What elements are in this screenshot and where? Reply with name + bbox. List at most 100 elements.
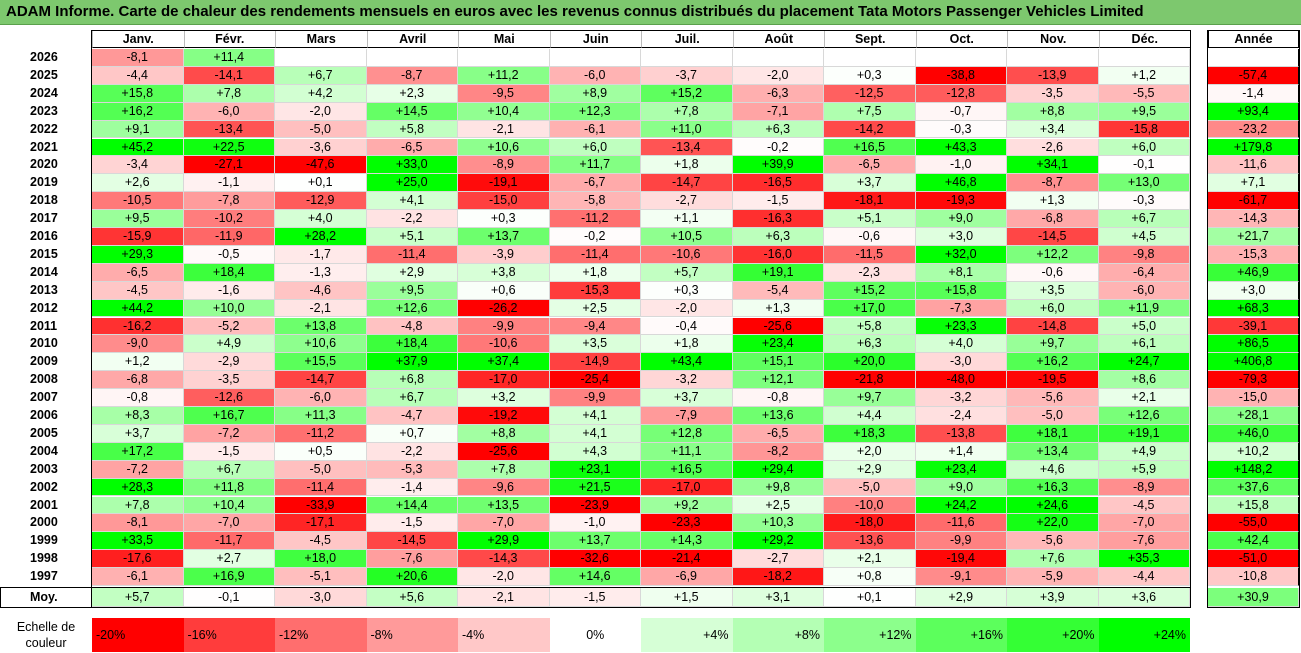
heatmap-cell: +1,8 bbox=[641, 156, 733, 175]
heatmap-cell: +6,7 bbox=[1098, 210, 1190, 228]
heatmap-cell: +3,7 bbox=[92, 424, 184, 443]
average-cell: +3,6 bbox=[1098, 588, 1190, 607]
heatmap-cell: -9,1 bbox=[915, 568, 1007, 586]
chart-title: ADAM Informe. Carte de chaleur des rende… bbox=[6, 3, 1144, 20]
heatmap-cell: +0,7 bbox=[366, 424, 458, 443]
heatmap-cell: -12,5 bbox=[824, 84, 916, 103]
heatmap-cell: +16,2 bbox=[1007, 353, 1099, 372]
annual-column-header: Année bbox=[1208, 30, 1299, 48]
row-year-label: 2003 bbox=[0, 460, 92, 479]
heatmap-cell: -12,9 bbox=[275, 192, 367, 211]
heatmap-cell: +3,5 bbox=[1007, 281, 1099, 300]
heatmap-cell: -4,7 bbox=[366, 407, 458, 425]
heatmap-cell: +9,5 bbox=[1098, 102, 1190, 121]
heatmap-cell: +5,8 bbox=[366, 120, 458, 139]
legend-swatch: 0% bbox=[549, 618, 641, 652]
heatmap-cell: +4,3 bbox=[549, 442, 641, 461]
heatmap-cell: -7,2 bbox=[92, 460, 184, 479]
column-header-4: Mai bbox=[458, 30, 550, 48]
heatmap-cell: +3,7 bbox=[641, 389, 733, 407]
heatmap-cell: -11,5 bbox=[824, 245, 916, 264]
heatmap-cell: +2,6 bbox=[92, 174, 184, 193]
heatmap-cell: -4,8 bbox=[366, 317, 458, 336]
heatmap-cell: +19,1 bbox=[1098, 424, 1190, 443]
heatmap-cell: +2,5 bbox=[549, 299, 641, 318]
annual-cell: +93,4 bbox=[1208, 102, 1299, 121]
column-header-8: Sept. bbox=[824, 30, 916, 48]
heatmap-cell: -13,4 bbox=[183, 120, 275, 139]
heatmap-cell: +6,7 bbox=[366, 389, 458, 407]
annual-cell: +42,4 bbox=[1208, 532, 1299, 551]
row-year-label: 2011 bbox=[0, 317, 92, 336]
heatmap-cell: +34,1 bbox=[1007, 156, 1099, 175]
heatmap-cell: -6,1 bbox=[92, 568, 184, 586]
heatmap-cell: -8,2 bbox=[732, 442, 824, 461]
heatmap-cell: -19,5 bbox=[1007, 371, 1099, 390]
heatmap-cell: -14,5 bbox=[1007, 228, 1099, 246]
heatmap-cell: +12,2 bbox=[1007, 245, 1099, 264]
annual-cell: -39,1 bbox=[1208, 317, 1299, 336]
heatmap-cell: -19,3 bbox=[915, 192, 1007, 211]
heatmap-cell: -2,3 bbox=[824, 263, 916, 282]
heatmap-cell: +18,3 bbox=[824, 424, 916, 443]
heatmap-cell: -9,9 bbox=[458, 317, 550, 336]
heatmap-cell: -3,4 bbox=[92, 156, 184, 175]
heatmap-cell: -3,6 bbox=[275, 138, 367, 157]
heatmap-cell: +10,4 bbox=[458, 102, 550, 121]
legend-swatch: +8% bbox=[732, 618, 824, 652]
heatmap-cell: +23,1 bbox=[549, 460, 641, 479]
heatmap-cell: +2,0 bbox=[824, 442, 916, 461]
heatmap-cell: -6,7 bbox=[549, 174, 641, 193]
row-year-label: 2020 bbox=[0, 156, 92, 175]
legend-swatch: -8% bbox=[366, 618, 458, 652]
heatmap-cell: -13,9 bbox=[1007, 66, 1099, 85]
heatmap-cell: +18,4 bbox=[183, 263, 275, 282]
heatmap-cell: +18,1 bbox=[1007, 424, 1099, 443]
heatmap-cell: +1,2 bbox=[1098, 66, 1190, 85]
row-year-label: 2010 bbox=[0, 335, 92, 354]
heatmap-cell: -6,8 bbox=[92, 371, 184, 390]
heatmap-cell: -11,9 bbox=[183, 228, 275, 246]
heatmap-cell: +12,8 bbox=[641, 424, 733, 443]
heatmap-cell: -17,1 bbox=[275, 514, 367, 533]
heatmap-cell: -16,5 bbox=[732, 174, 824, 193]
heatmap-cell: -4,5 bbox=[275, 532, 367, 551]
heatmap-cell: +8,9 bbox=[549, 84, 641, 103]
heatmap-cell: -3,2 bbox=[915, 389, 1007, 407]
heatmap-cell: +15,2 bbox=[641, 84, 733, 103]
heatmap-cell: +4,0 bbox=[915, 335, 1007, 354]
heatmap-cell: -15,9 bbox=[92, 228, 184, 246]
heatmap-cell: -7,9 bbox=[641, 407, 733, 425]
row-year-label: 2026 bbox=[0, 49, 92, 67]
heatmap-cell: -23,3 bbox=[641, 514, 733, 533]
annual-cell: +406,8 bbox=[1208, 353, 1299, 372]
average-cell: +1,5 bbox=[641, 588, 733, 607]
heatmap-cell: +16,5 bbox=[641, 460, 733, 479]
heatmap-cell: +2,3 bbox=[366, 84, 458, 103]
heatmap-cell: -2,0 bbox=[732, 66, 824, 85]
heatmap-cell: +8,8 bbox=[458, 424, 550, 443]
heatmap-cell: -6,0 bbox=[1098, 281, 1190, 300]
average-cell: +3,1 bbox=[732, 588, 824, 607]
heatmap-cell: +28,3 bbox=[92, 478, 184, 497]
heatmap-cell: +4,1 bbox=[549, 424, 641, 443]
heatmap-cell: -0,3 bbox=[915, 120, 1007, 139]
row-year-label: 2007 bbox=[0, 389, 92, 407]
row-year-label: 1999 bbox=[0, 532, 92, 551]
row-year-label: 2016 bbox=[0, 228, 92, 246]
heatmap-cell: +7,5 bbox=[824, 102, 916, 121]
legend-swatch: -12% bbox=[275, 618, 367, 652]
heatmap-cell: +15,5 bbox=[275, 353, 367, 372]
average-annual-cell: +30,9 bbox=[1208, 588, 1299, 607]
heatmap-cell: +10,5 bbox=[641, 228, 733, 246]
heatmap-cell: -3,0 bbox=[915, 353, 1007, 372]
column-header-1: Févr. bbox=[183, 30, 275, 48]
heatmap-cell: +0,3 bbox=[824, 66, 916, 85]
column-header-9: Oct. bbox=[915, 30, 1007, 48]
heatmap-cell: -6,5 bbox=[366, 138, 458, 157]
heatmap-cell: +6,3 bbox=[732, 120, 824, 139]
heatmap-cell: -0,2 bbox=[549, 228, 641, 246]
heatmap-cell: -27,1 bbox=[183, 156, 275, 175]
row-year-label: 2015 bbox=[0, 245, 92, 264]
heatmap-cell: -6,0 bbox=[549, 66, 641, 85]
